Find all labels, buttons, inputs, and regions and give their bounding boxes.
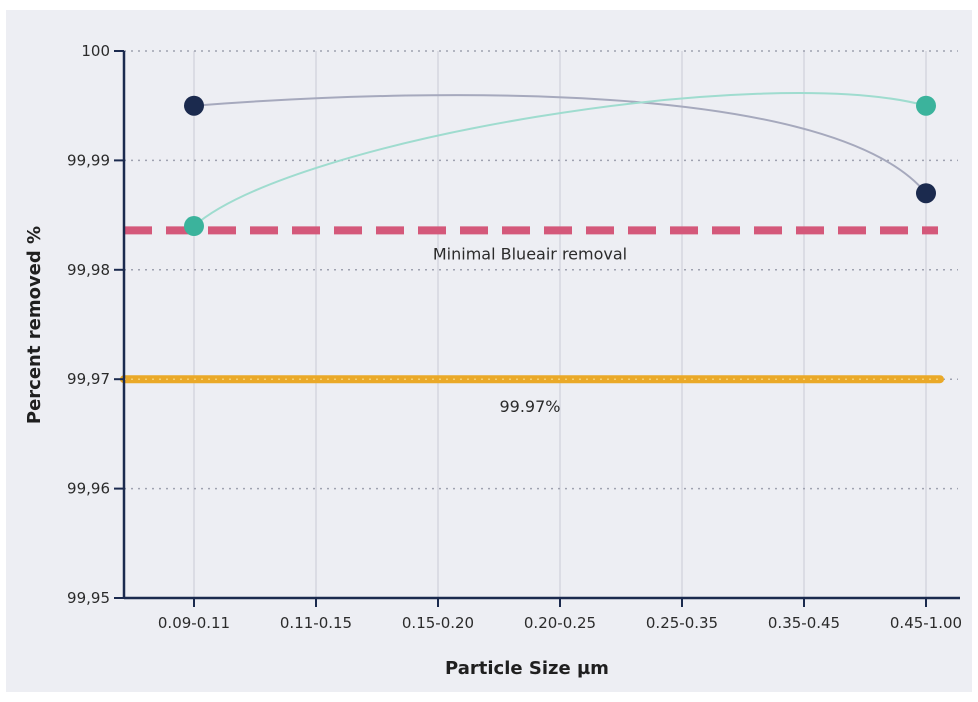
line-chart: Minimal Blueair removal 99.97% 99,95 99,96… [24, 42, 962, 679]
axes [114, 50, 960, 607]
x-tick-label: 0.09-0.11 [158, 614, 230, 632]
series-layer [184, 92, 936, 237]
chart-panel: Minimal Blueair removal 99.97% 99,95 99,96… [6, 10, 972, 692]
x-tick-label: 0.11-0.15 [280, 614, 352, 632]
tick-labels: 99,95 99,96 99,97 99,98 99,99 100 0.09-0.11 0.1… [67, 42, 962, 632]
y-tick-label: 99,98 [67, 261, 110, 279]
minimal-removal-label: Minimal Blueair removal [433, 244, 627, 263]
series-2-point [916, 95, 936, 116]
threshold-label: 99.97% [499, 397, 560, 416]
y-tick-label: 99,96 [67, 480, 110, 498]
series-2-point [184, 216, 204, 237]
x-tick-label: 0.15-0.20 [402, 614, 474, 632]
x-axis-title: Particle Size µm [445, 658, 609, 679]
x-tick-label: 0.20-0.25 [524, 614, 596, 632]
series-1-line [193, 94, 927, 194]
series-2-line [193, 92, 927, 227]
y-tick-label: 99,99 [67, 151, 110, 169]
x-tick-label: 0.45-1.00 [890, 614, 962, 632]
y-tick-label: 100 [81, 42, 110, 60]
grid-lines [124, 50, 958, 599]
reference-lines: Minimal Blueair removal 99.97% [120, 226, 944, 416]
y-axis-title: Percent removed % [24, 226, 45, 424]
series-1-point [184, 95, 204, 116]
y-tick-label: 99,95 [67, 589, 110, 607]
series-1-point [916, 183, 936, 204]
x-tick-label: 0.35-0.45 [768, 614, 840, 632]
x-tick-label: 0.25-0.35 [646, 614, 718, 632]
y-tick-label: 99,97 [67, 370, 110, 388]
